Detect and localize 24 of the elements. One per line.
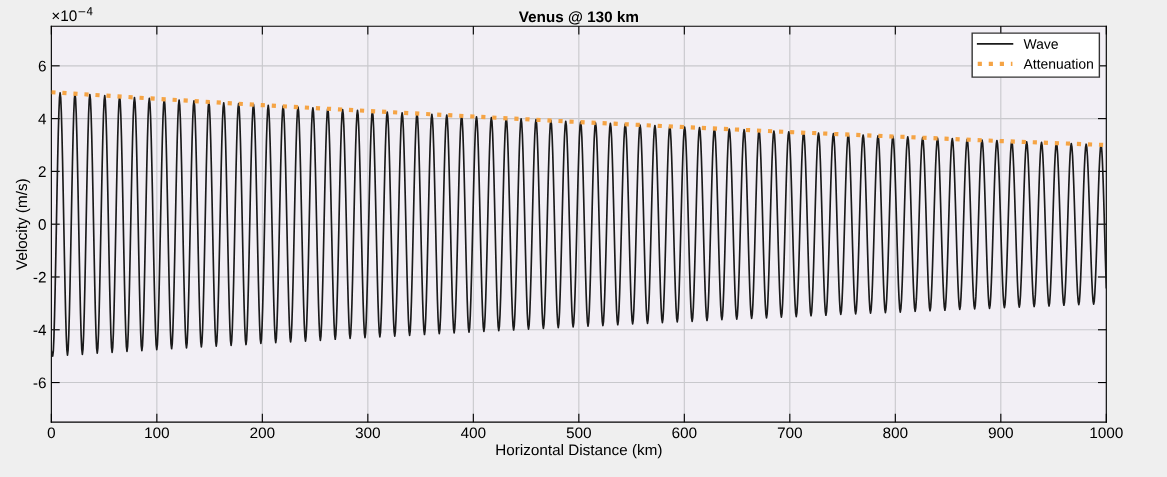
y-tick-label: 6 (38, 60, 46, 72)
x-tick-label: 0 (47, 427, 55, 439)
x-tick-label: 200 (250, 427, 275, 439)
x-tick-label: 700 (777, 427, 802, 439)
legend-label: Wave (1023, 39, 1058, 49)
y-tick-label: 2 (38, 166, 46, 177)
legend-label: Attenuation (1023, 58, 1093, 69)
y-tick-label: -4 (33, 324, 47, 336)
x-tick-label: 800 (883, 427, 908, 439)
y-tick-label: 0 (38, 219, 46, 230)
chart-title: Venus @ 130 km (518, 11, 638, 25)
x-tick-label: 900 (988, 427, 1013, 439)
text: ×10$^{−4}$ (52, 7, 93, 22)
y-tick-label: -2 (33, 271, 46, 283)
y-axis-title: Velocity (m/s) (15, 179, 31, 270)
y-tick-label: 4 (38, 113, 47, 125)
x-axis-title: Horizontal Distance (km) (496, 444, 662, 459)
x-tick-label: 400 (460, 427, 486, 439)
x-tick-label: 1000 (1090, 427, 1123, 439)
x-tick-label: 500 (566, 427, 591, 439)
x-tick-label: 100 (145, 427, 169, 439)
y-tick-label: -6 (33, 377, 46, 389)
x-tick-label: 300 (355, 427, 380, 439)
x-tick-label: 600 (672, 427, 697, 439)
